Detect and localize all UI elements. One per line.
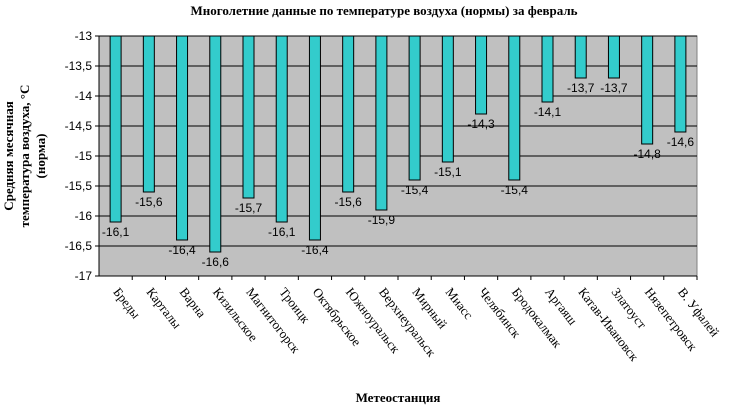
bar — [441, 35, 454, 163]
bar — [541, 35, 554, 103]
bar — [109, 35, 122, 223]
bar — [308, 35, 321, 241]
data-label: -15,1 — [434, 165, 462, 179]
y-tick-label: -13,5 — [65, 59, 93, 73]
data-label: -16,4 — [168, 243, 196, 257]
y-tick-label: -15 — [75, 149, 93, 163]
y-axis-title: Средняя месячная температура воздуха, °С(… — [1, 85, 48, 228]
y-axis-title-line: температура воздуха, °С — [17, 85, 32, 228]
category-label: Миасс — [442, 285, 476, 323]
data-label: -15,6 — [135, 195, 163, 209]
data-label: -15,9 — [368, 213, 396, 227]
bar — [574, 35, 587, 79]
category-label: Варна — [177, 285, 210, 321]
bar — [408, 35, 421, 181]
bar — [142, 35, 155, 193]
y-tick-label: -17 — [75, 269, 93, 283]
data-label: -16,1 — [102, 225, 130, 239]
plot-area: -13 -13,5 -14 -14,5 -15 -15,5 -16 -16,5 -17 -16,1… — [65, 29, 723, 364]
bar — [242, 35, 255, 199]
y-axis-title-line: (норма) — [33, 134, 48, 179]
y-tick-label: -14 — [75, 89, 93, 103]
data-label: -13,7 — [567, 81, 595, 95]
bar — [209, 35, 222, 253]
y-tick-label: -14,5 — [65, 119, 93, 133]
y-tick-label: -16 — [75, 209, 93, 223]
data-label: -15,7 — [235, 201, 263, 215]
bar — [375, 35, 388, 211]
bar — [674, 35, 687, 133]
y-tick-label: -16,5 — [65, 239, 93, 253]
data-label: -14,3 — [467, 117, 495, 131]
bar — [508, 35, 521, 181]
data-label: -16,6 — [202, 255, 230, 269]
y-tick-label: -13 — [75, 29, 93, 43]
data-label: -15,6 — [334, 195, 362, 209]
data-label: -16,1 — [268, 225, 296, 239]
data-label: -16,4 — [301, 243, 329, 257]
data-label: -14,8 — [633, 147, 661, 161]
bar — [607, 35, 620, 79]
x-axis-title: Метеостанция — [356, 390, 441, 405]
data-label: -14,1 — [534, 105, 562, 119]
y-axis-title-line: Средняя месячная — [1, 101, 16, 211]
data-label: -15,4 — [401, 183, 429, 197]
data-label: -15,4 — [501, 183, 529, 197]
bar — [275, 35, 288, 223]
bar — [641, 35, 654, 145]
data-label: -14,6 — [667, 135, 695, 149]
y-tick-label: -15,5 — [65, 179, 93, 193]
data-label: -13,7 — [600, 81, 628, 95]
category-label: Бреды — [110, 285, 143, 322]
bar — [176, 35, 189, 241]
bar — [475, 35, 488, 115]
chart-title: Многолетние данные по температуре воздух… — [191, 3, 578, 18]
category-label: Катав-Ивановск — [575, 285, 642, 365]
bar — [342, 35, 355, 193]
